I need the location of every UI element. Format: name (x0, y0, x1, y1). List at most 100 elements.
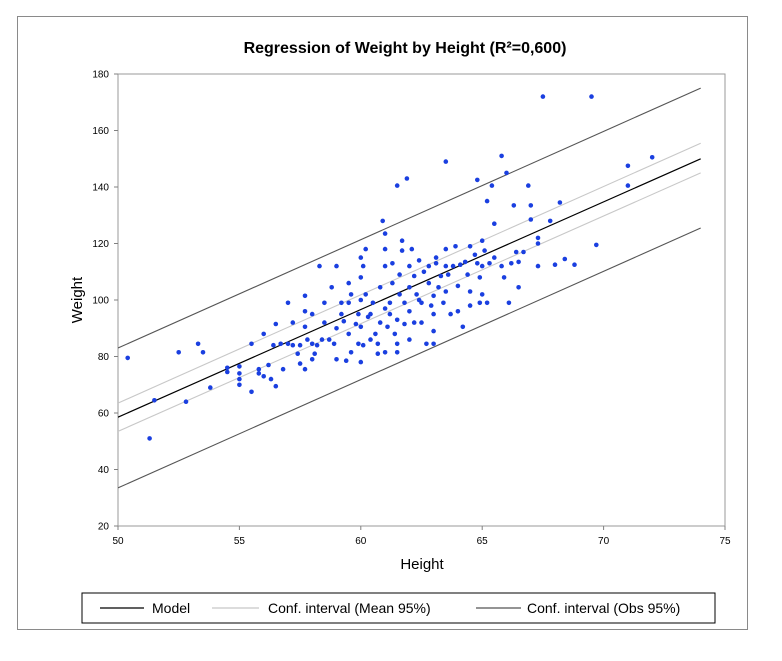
data-point (397, 272, 402, 277)
data-point (326, 337, 332, 342)
legend-box (81, 592, 716, 624)
data-point (431, 328, 436, 334)
data-point (237, 382, 242, 388)
plot-area (117, 73, 726, 527)
data-point (358, 359, 364, 365)
data-point (249, 341, 254, 347)
legend-label-1: Model (152, 600, 190, 616)
data-point (504, 170, 509, 176)
data-point (334, 357, 339, 362)
data-point (649, 155, 655, 160)
data-point (594, 242, 599, 248)
data-point (370, 300, 376, 306)
data-point (237, 364, 242, 369)
data-point (312, 351, 318, 357)
y-tick-label: 140 (92, 183, 109, 194)
data-point (295, 351, 301, 357)
data-point (314, 342, 320, 348)
data-point (237, 376, 242, 382)
data-point (475, 177, 480, 183)
data-point (433, 255, 439, 260)
data-point (309, 357, 315, 362)
data-point (375, 341, 381, 347)
data-point (346, 280, 352, 286)
data-point (431, 341, 436, 347)
data-point (249, 389, 254, 395)
data-point (358, 275, 364, 280)
data-point (309, 311, 315, 317)
data-point (458, 262, 463, 267)
data-point (183, 399, 189, 405)
data-point (479, 263, 485, 269)
data-point (382, 350, 388, 355)
data-point (319, 337, 325, 342)
y-tick-label: 100 (92, 296, 109, 307)
data-point (305, 337, 310, 342)
data-point (225, 369, 230, 375)
data-point (302, 309, 308, 314)
data-point (375, 351, 381, 357)
data-point (176, 350, 181, 355)
data-point (302, 366, 308, 372)
data-point (394, 350, 400, 355)
data-point (460, 324, 466, 330)
data-point (385, 324, 390, 330)
data-point (399, 238, 405, 243)
data-point (363, 292, 369, 297)
data-point (516, 285, 521, 290)
data-point (152, 398, 157, 403)
data-point (528, 203, 534, 208)
legend-label-3: Conf. interval (Obs 95%) (527, 600, 680, 616)
data-point (445, 272, 451, 277)
data-point (402, 321, 407, 327)
data-point (465, 272, 470, 277)
data-point (343, 358, 349, 364)
x-tick-label: 65 (477, 536, 489, 547)
x-tick-label: 50 (112, 536, 124, 547)
data-point (368, 337, 373, 342)
data-point (521, 249, 526, 255)
data-point (261, 374, 266, 379)
data-point (535, 263, 541, 269)
data-point (557, 200, 563, 205)
x-axis-ticks: 50 55 60 65 70 75 (112, 526, 731, 547)
data-point (509, 261, 514, 266)
data-point (348, 292, 354, 297)
data-point (360, 263, 366, 269)
data-point (506, 300, 512, 306)
data-point (331, 341, 337, 347)
y-tick-label: 20 (98, 522, 110, 533)
data-point (302, 293, 308, 299)
data-point (424, 341, 429, 347)
data-point (438, 273, 444, 279)
data-point (394, 183, 400, 188)
x-tick-label: 60 (355, 536, 367, 547)
data-point (484, 300, 490, 306)
data-point (467, 303, 473, 308)
data-point (513, 249, 519, 255)
data-point (382, 231, 388, 236)
data-point (358, 255, 364, 260)
data-point (285, 300, 291, 306)
data-point (455, 283, 461, 289)
data-point (256, 371, 262, 376)
data-point (399, 248, 405, 253)
data-point (487, 261, 492, 266)
data-point (482, 248, 487, 253)
data-point (547, 218, 553, 224)
data-point (397, 292, 402, 297)
data-point (377, 285, 383, 290)
data-point (402, 300, 407, 306)
data-point (433, 261, 439, 266)
data-point (290, 342, 296, 348)
data-point (414, 292, 419, 297)
data-point (377, 320, 383, 325)
y-tick-label: 120 (92, 239, 109, 250)
data-point (358, 324, 364, 330)
data-point (499, 263, 504, 269)
data-point (125, 355, 130, 361)
data-point (421, 269, 427, 275)
conf-mean-upper-line (118, 142, 701, 404)
data-point (535, 241, 541, 246)
data-point (356, 341, 361, 347)
